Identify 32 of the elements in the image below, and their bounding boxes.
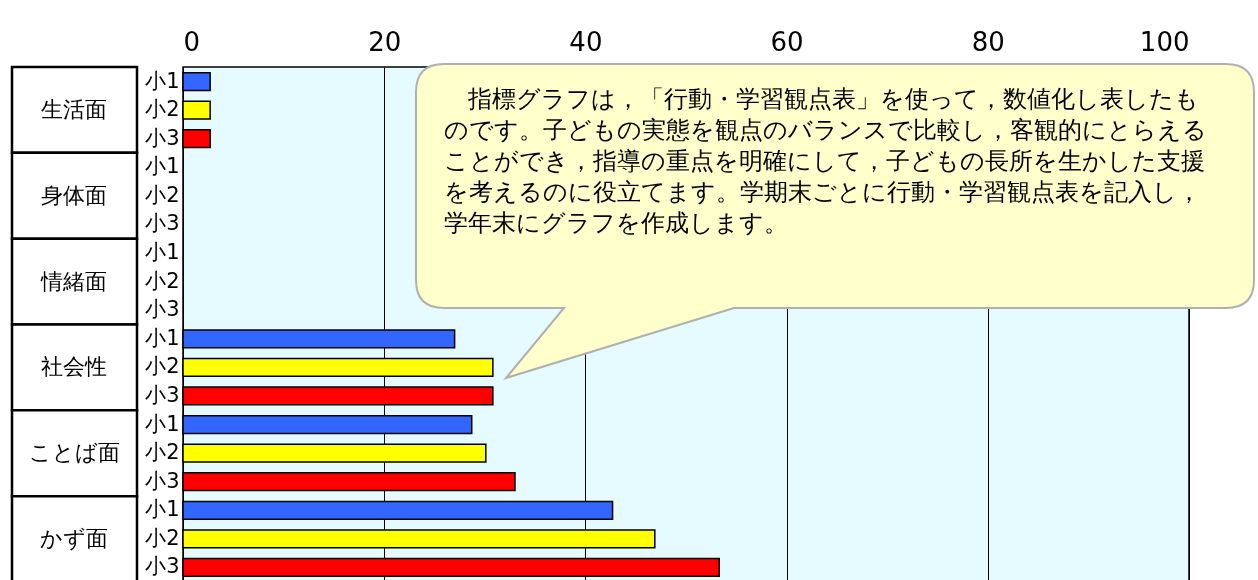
- text: 身体面: [41, 182, 107, 208]
- y-tick-label: 小2: [145, 525, 180, 550]
- x-tick-label: 0: [183, 26, 201, 57]
- y-tick-label: 小2: [145, 182, 180, 207]
- y-tick-label: 小2: [145, 268, 180, 293]
- y-tick-label: 小3: [145, 211, 180, 236]
- y-tick-label: 小1: [145, 240, 180, 265]
- annotation: 指標グラフは，「行動・学習観点表」を使って，数値化し表したものです。子どもの実態を観点のバランスで比較し，客観的にとらえることができ，指導の重点を明確にして，子どもの長所を生かした支援を考えるのに役立てます。学期末ごとに行動・学習観点表を記入し，学年末にグラフを作成します。: [444, 84, 1208, 239]
- x-tick-label: 20: [368, 26, 402, 57]
- y-tick-label: 小3: [145, 554, 180, 579]
- x-tick-label: 40: [569, 26, 603, 57]
- y-tick-label: 小1: [145, 497, 180, 522]
- y-tick-label: 小1: [145, 68, 180, 93]
- x-tick-label: 80: [971, 26, 1005, 57]
- y-tick-label: 小1: [145, 154, 180, 179]
- text: 生活面: [41, 96, 107, 122]
- x-tick-label: 100: [1139, 26, 1190, 57]
- text: 情緒面: [40, 268, 107, 294]
- speech-bubble: 指標グラフは，「行動・学習観点表」を使って，数値化し表したものです。子どもの実態を観点のバランスで比較し，客観的にとらえることができ，指導の重点を明確にして，子どもの長所を生かした支援を考えるのに役立てます。学期末ごとに行動・学習観点表を記入し，学年末にグラフを作成します。: [414, 62, 1256, 382]
- text: ことば面: [28, 440, 120, 466]
- y-tick-label: 小3: [145, 125, 180, 150]
- y-tick-label: 小1: [145, 325, 180, 350]
- y-tick-label: 小3: [145, 382, 180, 407]
- text: かず面: [40, 526, 108, 552]
- y-tick-label: 小1: [145, 411, 180, 436]
- y-tick-label: 小2: [145, 354, 180, 379]
- x-tick-label: 60: [770, 26, 804, 57]
- text: 社会性: [41, 354, 107, 380]
- y-tick-label: 小3: [145, 297, 180, 322]
- y-tick-label: 小2: [145, 97, 180, 122]
- y-tick-label: 小2: [145, 440, 180, 465]
- y-tick-label: 小3: [145, 468, 180, 493]
